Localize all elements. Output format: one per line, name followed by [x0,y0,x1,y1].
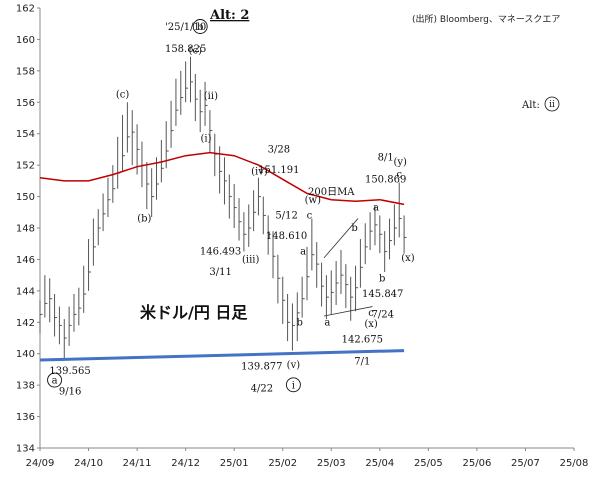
x-tick-label: 24/09 [26,458,55,469]
x-tick-label: 25/05 [414,458,443,469]
x-tick-label: 25/01 [220,458,249,469]
triangle-line [323,306,373,317]
annotation-label: (iii) [242,255,259,266]
support-trendline [39,349,405,362]
annotation-label: 142.675 [342,335,383,346]
x-tick-label: 24/11 [123,458,152,469]
y-tick-label: 140 [16,349,35,360]
y-tick-label: 154 [16,129,35,140]
scenario-circle [544,96,560,112]
annotation-label: b [351,223,357,234]
x-tick-label: 25/06 [462,458,491,469]
y-tick-label: 142 [16,318,35,329]
circled-wave-label: a [52,376,58,387]
ma200-line [39,151,405,206]
annotation-label: 151.191 [258,165,299,176]
source-note: (出所) Bloomberg、マネースクエア [412,13,560,25]
annotation-label: a [373,203,379,214]
annotation-label: (ii) [204,91,218,102]
annotation-label: 7/1 [354,357,370,368]
y-tick-label: 158 [16,66,35,77]
annotation-label: (y) [393,157,407,168]
annotation-label: (x) [364,319,378,330]
circled-wave-label: b [197,22,203,33]
annotation-label: 145.847 [362,289,403,300]
annotation-label: 139.877 [241,361,282,372]
y-tick-label: 138 [16,381,35,392]
annotation-label: 139.565 [49,366,90,377]
annotation-label: 3/11 [209,267,231,278]
annotation-label: 7/24 [371,310,393,321]
annotation-label: 148.610 [266,231,307,242]
annotation-label: 9/16 [59,387,81,398]
y-tick-label: 146 [16,255,35,266]
main-label: 米ドル/円 日足 [140,303,248,322]
y-tick-label: 156 [16,98,35,109]
scenario-circle-text: ii [549,100,555,110]
annotation-label: 158.825 [165,44,206,55]
x-tick-label: 24/12 [171,458,200,469]
y-tick-label: 144 [16,286,35,297]
x-tick-label: 24/10 [74,458,103,469]
annotation-label: a [324,317,330,328]
circled-wave-marker [192,19,208,34]
y-tick-label: 152 [16,161,35,172]
annotation-label: 3/28 [268,145,290,156]
price-bars [39,56,407,361]
overlay-lines [39,151,405,362]
y-tick-label: 160 [16,35,35,46]
annotation-label: (x) [401,253,415,264]
annotation-label: (c) [189,46,203,57]
annotation-label: 146.493 [200,247,241,258]
circled-wave-marker [285,377,301,393]
y-tick-label: 162 [16,4,35,15]
annotation-label: (i) [201,134,212,145]
annotation-label: (b) [137,214,151,225]
x-tick-label: 25/08 [560,458,589,469]
axes: 134 136 138 140 142 144 146 148 150 152 154 156 158 1… [16,4,589,470]
wave-annotations: '25/1/10158.825(c)(b)(c)(ii)(i)(iv)(iii)… [47,19,415,398]
annotation-label: 8/1 [378,152,394,163]
ma200-label: 200日MA [308,187,355,198]
annotation-label: 5/12 [275,211,297,222]
annotation-label: a [300,247,306,258]
annotation-label: (c) [116,90,130,101]
y-tick-label: 150 [16,192,35,203]
annotation-label: 150.869 [365,174,406,185]
chart-title: Alt: 2 [209,8,249,23]
annotation-label: c [396,170,402,181]
x-tick-label: 25/04 [365,458,394,469]
circled-wave-marker [47,372,63,388]
annotation-label: c [368,308,374,319]
y-tick-label: 134 [16,444,35,455]
x-tick-label: 25/02 [268,458,297,469]
annotation-label: (w) [305,195,321,206]
annotation-label: b [379,273,385,284]
annotation-label: 4/22 [251,383,273,394]
annotation-label: (v) [287,360,301,371]
annotation-label: (iv) [251,167,268,178]
annotation-label: b [297,317,303,328]
triangle-line [323,218,359,259]
x-tick-label: 25/07 [511,458,540,469]
y-tick-label: 136 [16,412,35,423]
annotation-label: '25/1/10 [165,22,206,33]
y-tick-label: 148 [16,224,35,235]
scenario-label: Alt: [521,100,540,111]
circled-wave-label: i [292,380,295,391]
x-tick-label: 25/03 [317,458,346,469]
annotation-label: c [307,211,313,222]
